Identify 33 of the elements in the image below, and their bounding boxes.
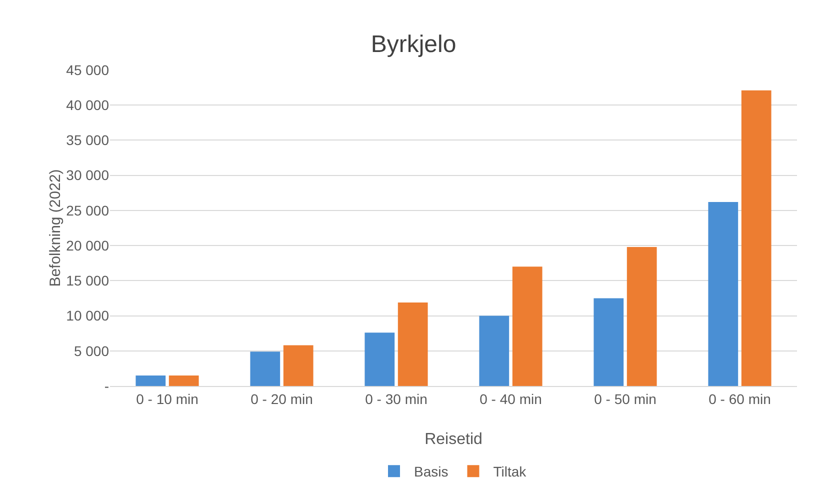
legend-label: Basis <box>414 464 448 480</box>
y-tick-label: 30 000 <box>66 167 110 184</box>
bar <box>708 202 738 386</box>
y-tick-label: 45 000 <box>66 62 110 78</box>
x-tick-label: 0 - 30 min <box>365 390 428 407</box>
y-tick-label: 35 000 <box>66 132 110 148</box>
bar <box>398 302 428 386</box>
bar <box>741 90 772 386</box>
x-tick-label: 0 - 60 min <box>708 390 771 407</box>
bar <box>168 375 199 386</box>
y-tick-label: 40 000 <box>66 97 110 114</box>
x-tick-label: 0 - 20 min <box>250 390 313 407</box>
bar <box>364 332 395 386</box>
bar <box>479 316 510 386</box>
y-tick-label: - <box>104 378 110 394</box>
y-tick-label: 10 000 <box>66 308 110 324</box>
bar <box>512 266 542 386</box>
y-axis-title: Befolkning (2022) <box>47 169 64 287</box>
bar <box>594 298 624 386</box>
x-axis-title: Reisetid <box>424 431 482 448</box>
bar <box>283 345 314 386</box>
bar <box>136 375 166 386</box>
bar <box>626 246 657 386</box>
legend-label: Tiltak <box>493 464 528 480</box>
y-tick-label: 15 000 <box>66 272 110 289</box>
y-tick-label: 20 000 <box>66 237 110 254</box>
x-tick-label: 0 - 10 min <box>136 390 198 407</box>
chart-title: Byrkjelo <box>370 30 456 58</box>
y-tick-label: 5 000 <box>74 342 110 359</box>
x-tick-label: 0 - 40 min <box>480 390 542 407</box>
bar <box>250 352 280 386</box>
y-tick-label: 25 000 <box>66 202 110 218</box>
x-tick-label: 0 - 50 min <box>594 390 656 407</box>
